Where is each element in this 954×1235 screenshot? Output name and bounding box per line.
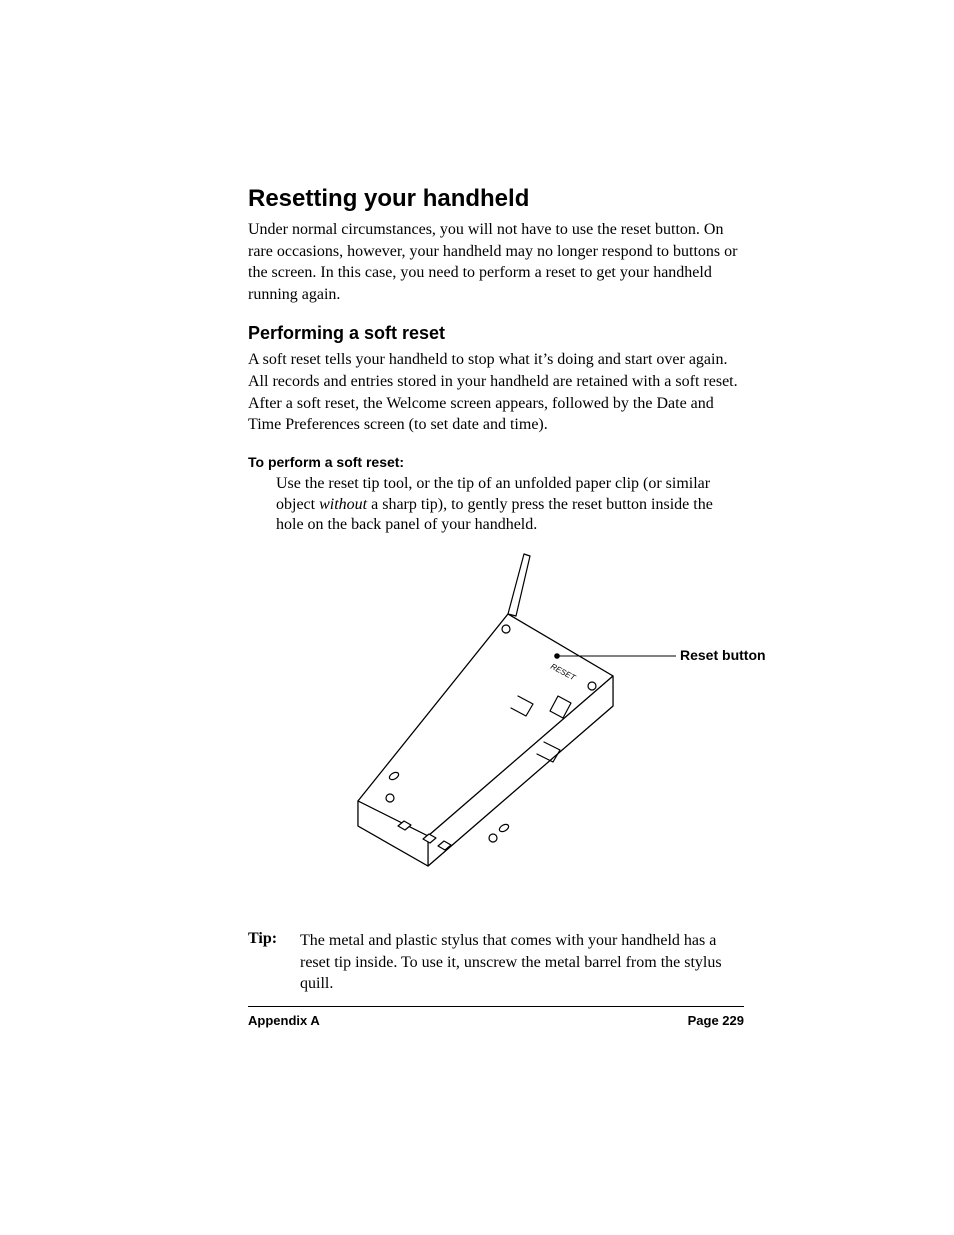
callout-reset-button: Reset button xyxy=(680,647,766,663)
tip-block: Tip: The metal and plastic stylus that c… xyxy=(248,930,744,995)
page-title: Resetting your handheld xyxy=(248,185,744,213)
section-body: A soft reset tells your handheld to stop… xyxy=(248,349,744,435)
footer-rule xyxy=(248,1006,744,1007)
tip-label: Tip: xyxy=(248,930,288,995)
intro-paragraph: Under normal circumstances, you will not… xyxy=(248,219,744,305)
footer-right: Page 229 xyxy=(688,1013,744,1028)
page-footer: Appendix A Page 229 xyxy=(248,1006,744,1028)
tip-text: The metal and plastic stylus that comes … xyxy=(300,930,744,995)
procedure-heading: To perform a soft reset: xyxy=(248,454,744,470)
figure: RESET Reset button xyxy=(308,546,788,906)
footer-left: Appendix A xyxy=(248,1013,320,1028)
section-subtitle: Performing a soft reset xyxy=(248,323,744,344)
procedure-step: Use the reset tip tool, or the tip of an… xyxy=(276,474,744,536)
page: Resetting your handheld Under normal cir… xyxy=(0,0,954,1235)
step-text-em: without xyxy=(319,496,367,513)
handheld-illustration: RESET xyxy=(308,546,788,906)
